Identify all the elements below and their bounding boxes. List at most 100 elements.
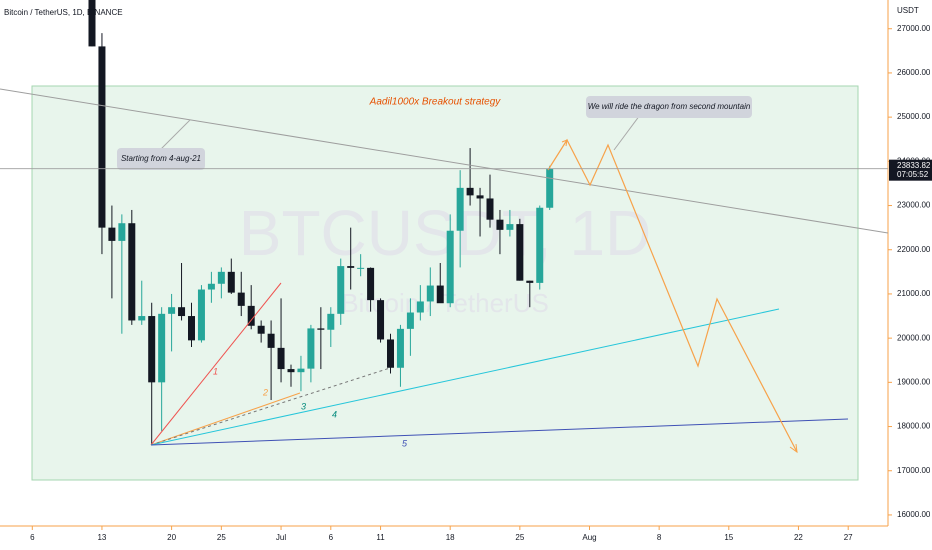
x-tick-label: 25	[217, 533, 226, 542]
y-tick-label: 23000.00	[897, 201, 931, 210]
candle-body	[377, 300, 385, 340]
x-tick-label: 6	[329, 533, 334, 542]
x-tick-label: 20	[167, 533, 176, 542]
y-tick-label: 16000.00	[897, 510, 931, 519]
fan-label: 3	[301, 401, 306, 411]
callout-pointer	[159, 119, 191, 151]
y-tick-label: 18000.00	[897, 422, 931, 431]
candle-body	[387, 339, 394, 368]
candle-body	[496, 219, 504, 230]
y-tick-label: 26000.00	[897, 68, 931, 77]
candle-body	[98, 46, 106, 228]
drawings	[0, 88, 888, 454]
candle-body	[396, 328, 404, 368]
x-tick-label: 15	[724, 533, 733, 542]
candle-body	[416, 301, 424, 313]
candle-body	[88, 0, 96, 47]
watermark-subtitle: Bitcoin / TetherUS	[341, 288, 549, 318]
candle-body	[536, 207, 544, 283]
candle-body	[247, 305, 255, 326]
candle-body	[118, 223, 126, 241]
candle-body	[486, 198, 494, 220]
y-tick-label: 22000.00	[897, 245, 931, 254]
fan-label: 4	[332, 409, 337, 419]
candle-body	[138, 316, 146, 321]
candle-body	[188, 316, 195, 341]
y-tick-label: 21000.00	[897, 289, 931, 298]
fan-line	[150, 418, 849, 446]
callout-box	[586, 96, 752, 118]
callout-text: Starting from 4-aug-21	[121, 154, 201, 163]
candle-body	[257, 325, 265, 334]
last-price-box	[889, 159, 932, 181]
arrow-head	[561, 139, 568, 147]
y-tick-label: 27000.00	[897, 24, 931, 33]
candle-body	[148, 316, 156, 383]
candle-body	[277, 347, 285, 370]
x-tick-label: 18	[446, 533, 455, 542]
candle-body	[237, 292, 245, 306]
candle-body	[337, 266, 345, 314]
candle-body	[227, 271, 235, 293]
candle-body	[426, 285, 434, 302]
arrow-head	[789, 443, 798, 454]
candle-body	[168, 307, 176, 314]
candle-body	[506, 224, 514, 230]
candle-body	[297, 368, 305, 373]
y-tick-label: 25000.00	[897, 112, 931, 121]
candle-body	[476, 195, 484, 199]
x-tick-label: 22	[794, 533, 803, 542]
candle-body	[406, 312, 414, 329]
candle-body	[158, 313, 166, 383]
x-tick-label: Jul	[276, 533, 286, 542]
fan-line	[150, 392, 301, 446]
x-tick-label: 11	[376, 533, 385, 542]
candle-body	[347, 266, 355, 268]
fan-label: 5	[402, 438, 408, 448]
callout-pointer	[613, 114, 641, 151]
strategy-label: Aadil1000x Breakout strategy	[369, 97, 502, 108]
candle-body	[456, 187, 464, 231]
candle-body	[436, 285, 444, 304]
candle-body	[367, 267, 375, 301]
x-tick-label: 27	[844, 533, 853, 542]
trend-line	[0, 88, 888, 234]
watermark: BTCUSDT, 1D	[239, 197, 652, 269]
candles	[88, 0, 554, 445]
fan-label: 1	[213, 366, 218, 376]
currency-label: USDT	[897, 6, 919, 15]
callout-text: We will ride the dragon from second moun…	[588, 102, 751, 111]
candle-body	[197, 289, 205, 341]
y-tick-label: 17000.00	[897, 466, 931, 475]
candle-body	[546, 168, 554, 208]
strategy-box	[31, 85, 859, 481]
candle-body	[128, 223, 136, 321]
fan-label: 2	[262, 387, 268, 397]
x-tick-label: 6	[30, 533, 35, 542]
candle-body	[446, 230, 454, 304]
countdown-label: 07:05:52	[897, 170, 929, 179]
candle-body	[526, 280, 534, 283]
x-tick-label: 13	[97, 533, 106, 542]
candle-body	[108, 227, 116, 241]
candle-body	[207, 283, 215, 290]
candle-body	[267, 333, 275, 348]
candle-body	[217, 271, 225, 284]
y-tick-label: 20000.00	[897, 333, 931, 342]
chart-title: Bitcoin / TetherUS, 1D, BINANCE	[4, 8, 123, 17]
last-price-label: 23833.82	[897, 161, 931, 170]
candle-body	[466, 187, 474, 196]
candle-body	[516, 224, 524, 281]
fan-line	[150, 282, 282, 446]
candle-body	[357, 267, 365, 269]
y-tick-label: 19000.00	[897, 377, 931, 386]
x-tick-label: 8	[657, 533, 662, 542]
candle-body	[327, 313, 335, 330]
candle-body	[178, 307, 186, 317]
candle-body	[307, 328, 315, 369]
fan-line	[150, 308, 780, 446]
x-tick-label: 25	[515, 533, 524, 542]
callout-box	[117, 148, 205, 170]
